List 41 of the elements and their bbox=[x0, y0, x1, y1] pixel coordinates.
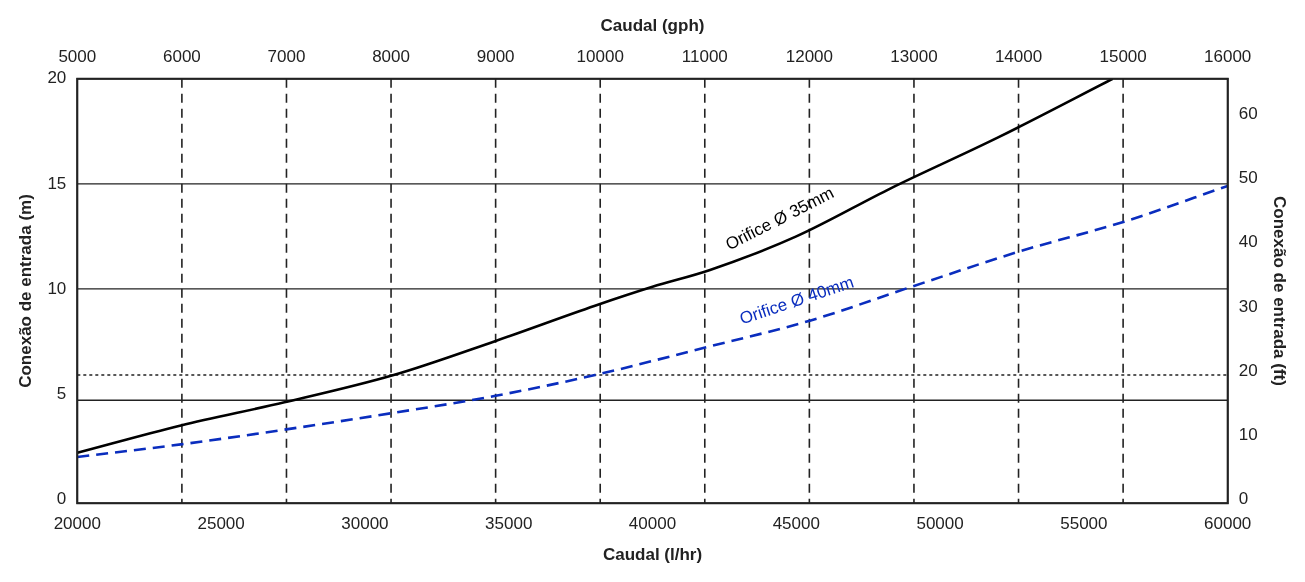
x2-tick-label: 8000 bbox=[372, 47, 410, 67]
y-tick-label: 20 bbox=[47, 68, 67, 88]
y-tick-label: 10 bbox=[47, 278, 67, 298]
y2-tick-label: 10 bbox=[1238, 424, 1258, 444]
text: Orifice Ø 35mm bbox=[722, 183, 838, 255]
y2-tick-label: 40 bbox=[1238, 232, 1258, 252]
x-axis-title: Caudal (l/hr) bbox=[602, 545, 703, 565]
x2-axis-title: Caudal (gph) bbox=[600, 15, 705, 35]
x2-tick-label: 9000 bbox=[476, 47, 515, 67]
line-series bbox=[77, 184, 1228, 459]
x-tick-label: 45000 bbox=[772, 514, 820, 534]
x-tick-label: 60000 bbox=[1204, 514, 1252, 534]
x-tick-label: 50000 bbox=[916, 514, 964, 534]
y2-tick-label: 30 bbox=[1238, 296, 1258, 316]
x2-tick-label: 13000 bbox=[890, 47, 938, 67]
x2-tick-label: 12000 bbox=[785, 47, 834, 67]
y-tick-label: 0 bbox=[56, 488, 67, 508]
y2-tick-label: 20 bbox=[1238, 360, 1258, 380]
y-axis-title: Conexão de entrada (m) bbox=[15, 194, 35, 388]
y-tick-label: 5 bbox=[56, 383, 67, 403]
x2-tick-label: 6000 bbox=[162, 47, 201, 67]
x2-tick-label: 7000 bbox=[267, 47, 306, 67]
x-tick-label: 25000 bbox=[197, 514, 245, 534]
text: Orifice Ø 40mm bbox=[737, 272, 857, 329]
line-series bbox=[77, 78, 1114, 455]
x2-tick-label: 11000 bbox=[681, 47, 728, 67]
x-tick-label: 55000 bbox=[1060, 514, 1108, 534]
y2-tick-label: 50 bbox=[1238, 168, 1258, 188]
y2-tick-label: 60 bbox=[1238, 104, 1258, 124]
x2-tick-label: 5000 bbox=[58, 47, 97, 67]
x-tick-label: 30000 bbox=[341, 514, 389, 534]
x-tick-label: 35000 bbox=[485, 514, 533, 534]
x2-tick-label: 15000 bbox=[1099, 47, 1147, 67]
x-tick-label: 20000 bbox=[53, 514, 101, 534]
x-tick-label: 40000 bbox=[628, 514, 677, 534]
y2-tick-label: 0 bbox=[1238, 488, 1249, 508]
x2-tick-label: 10000 bbox=[576, 47, 624, 67]
x2-tick-label: 16000 bbox=[1204, 47, 1252, 67]
y2-axis-title: Conexão de entrada (ft) bbox=[1270, 196, 1290, 386]
y-tick-label: 15 bbox=[47, 173, 67, 193]
x2-tick-label: 14000 bbox=[994, 47, 1043, 67]
